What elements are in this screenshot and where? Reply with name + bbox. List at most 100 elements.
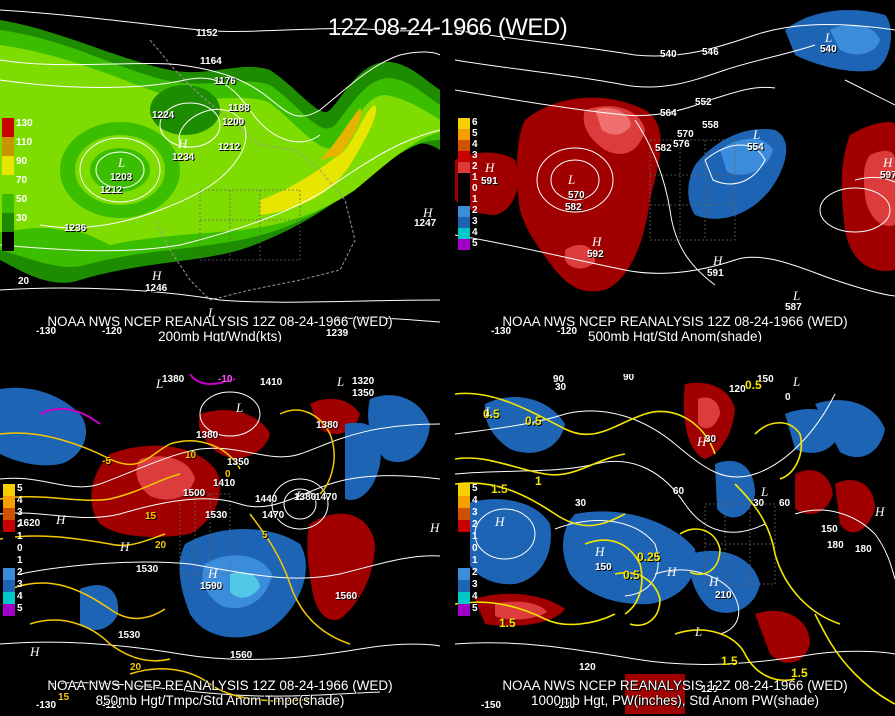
pressure-center-label: H bbox=[667, 564, 677, 579]
panel-500mb: 6 5 4 3 2 1 0 1 2 3 4 5 540 546 552 558 … bbox=[455, 0, 895, 342]
contour-label: 0.5 bbox=[483, 407, 500, 421]
pressure-center-label: L bbox=[485, 404, 493, 419]
contour-label: 30 bbox=[555, 382, 567, 393]
pressure-center-label: H bbox=[430, 520, 440, 535]
contour-label: 1.5 bbox=[499, 616, 516, 630]
contour-label: 30 bbox=[753, 498, 765, 509]
contour-label: 1.5 bbox=[491, 482, 508, 496]
contour-label: 546 bbox=[702, 47, 719, 58]
contour-label: 10 bbox=[185, 450, 197, 461]
contour-label: 15 bbox=[58, 692, 70, 703]
contour-label: 20 bbox=[18, 276, 30, 287]
contour-label: 1203 bbox=[110, 172, 133, 183]
contour-label: -5 bbox=[102, 456, 111, 467]
contour-label: 1410 bbox=[260, 377, 283, 388]
contour-label: 1239 bbox=[326, 328, 349, 339]
contour-label: 1530 bbox=[136, 564, 159, 575]
contour-label: 576 bbox=[673, 139, 690, 150]
contour-label: -130 bbox=[491, 326, 512, 337]
contour-label: 564 bbox=[660, 108, 677, 119]
pressure-center-label: H bbox=[178, 136, 188, 151]
contour-label: 1620 bbox=[18, 518, 41, 529]
pressure-center-label: H bbox=[713, 253, 723, 268]
contour-label: -120 bbox=[102, 700, 123, 711]
contour-label: 150 bbox=[757, 374, 774, 385]
contour-label: 30 bbox=[575, 498, 587, 509]
pressure-center-label: L bbox=[753, 127, 761, 142]
contour-label: 1164 bbox=[200, 56, 222, 67]
contour-label: 1380 bbox=[294, 492, 317, 503]
pressure-center-label: H bbox=[883, 155, 893, 170]
contour-label: 0.5 bbox=[745, 378, 762, 392]
contour-label: 591 bbox=[481, 176, 498, 187]
contour-label: -120 bbox=[102, 326, 123, 337]
contour-label: 1470 bbox=[315, 492, 338, 503]
contour-label: 1380 bbox=[162, 374, 185, 385]
contour-label: 120 bbox=[701, 684, 718, 695]
contour-label: 591 bbox=[707, 268, 724, 279]
pressure-center-label: H bbox=[875, 504, 885, 519]
contour-label: 1320 bbox=[352, 376, 375, 387]
contour-label: 1410 bbox=[213, 478, 236, 489]
contour-label: 1470 bbox=[262, 510, 285, 521]
pressure-center-label: H bbox=[592, 234, 602, 249]
contour-label: 1560 bbox=[230, 650, 253, 661]
contour-label: 1247 bbox=[414, 218, 437, 229]
pressure-center-label: H bbox=[495, 514, 505, 529]
pressure-center-label: H bbox=[709, 574, 719, 589]
panel-200mb-legend: 130 110 90 70 50 30 bbox=[2, 118, 33, 251]
contour-label: 180 bbox=[855, 544, 872, 555]
panel-850mb-legend: 5 4 3 2 1 0 1 2 3 4 5 bbox=[3, 483, 23, 616]
main-title: 12Z 08-24-1966 (WED) bbox=[327, 14, 568, 41]
panel-850mb: 5 4 3 2 1 0 1 2 3 4 5 1380 1410 1320 135… bbox=[0, 374, 440, 716]
pressure-center-label: L bbox=[236, 400, 244, 415]
contour-label: 1350 bbox=[352, 388, 375, 399]
pressure-center-label: H bbox=[485, 160, 495, 175]
contour-label: 1246 bbox=[145, 283, 168, 294]
pressure-center-label: L bbox=[156, 376, 164, 391]
contour-label: 1224 bbox=[152, 110, 175, 121]
contour-label: 540 bbox=[660, 49, 677, 60]
pressure-center-label: H bbox=[595, 544, 605, 559]
contour-label: 1176 bbox=[214, 76, 236, 87]
contour-label: 1.5 bbox=[721, 654, 738, 668]
pressure-center-label: L bbox=[337, 374, 345, 389]
contour-label: 60 bbox=[673, 486, 685, 497]
panel-1000mb-map bbox=[455, 382, 895, 714]
contour-label: -130 bbox=[36, 700, 57, 711]
contour-label: 570 bbox=[677, 129, 694, 140]
panel-500mb-map bbox=[455, 10, 895, 297]
contour-label: 90 bbox=[553, 374, 565, 385]
pressure-center-label: L bbox=[793, 374, 801, 389]
pressure-center-label: L bbox=[208, 305, 216, 320]
contour-label: 210 bbox=[715, 590, 732, 601]
pressure-center-label: H bbox=[208, 566, 218, 581]
contour-label: 20 bbox=[155, 540, 167, 551]
pressure-center-label: L bbox=[296, 488, 304, 503]
contour-label: 0 bbox=[785, 392, 791, 403]
contour-label: 552 bbox=[695, 97, 712, 108]
contour-label: 1350 bbox=[227, 457, 250, 468]
panel-1000mb-caption: NOAA NWS NCEP REANALYSIS 12Z 08-24-1966 … bbox=[502, 678, 848, 708]
contour-label: 1.5 bbox=[791, 666, 808, 680]
contour-label: 180 bbox=[827, 540, 844, 551]
contour-label: 554 bbox=[747, 142, 764, 153]
pressure-center-label: L bbox=[568, 172, 576, 187]
contour-label: -120 bbox=[557, 326, 578, 337]
jet-shade-110 bbox=[320, 108, 362, 160]
contour-label: 1200 bbox=[222, 117, 245, 128]
contour-label: 5 bbox=[262, 530, 268, 541]
contour-label: 150 bbox=[595, 562, 612, 573]
contour-label: 582 bbox=[565, 202, 582, 213]
contour-label: 1560 bbox=[335, 591, 358, 602]
contour-label: 570 bbox=[568, 190, 585, 201]
contour-label: 587 bbox=[785, 302, 802, 313]
contour-label: 558 bbox=[702, 120, 719, 131]
panel-200mb: 130 110 90 70 50 30 1152 1164 1176 1188 … bbox=[0, 0, 440, 342]
contour-label: 15 bbox=[145, 511, 157, 522]
contour-label: -150 bbox=[481, 700, 502, 711]
contour-label: 1188 bbox=[228, 103, 250, 114]
pressure-center-label: H bbox=[697, 434, 707, 449]
contour-label: -130 bbox=[555, 700, 576, 711]
contour-label: 1212 bbox=[218, 142, 241, 153]
